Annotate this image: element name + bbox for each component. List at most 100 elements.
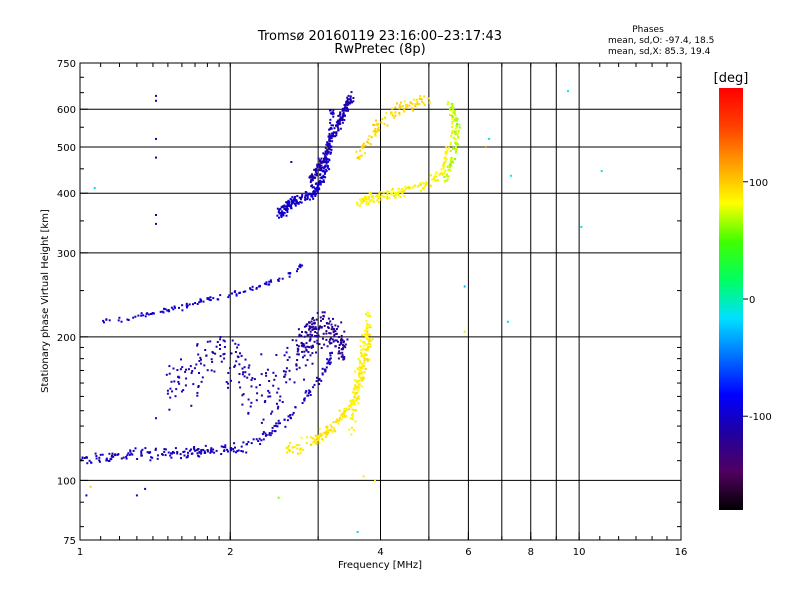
scatter-point bbox=[452, 146, 455, 149]
scatter-point bbox=[321, 176, 324, 179]
scatter-point bbox=[361, 198, 364, 201]
scatter-point bbox=[451, 122, 454, 125]
scatter-point bbox=[314, 176, 317, 179]
scatter-point bbox=[361, 201, 364, 203]
scatter-point bbox=[185, 377, 188, 380]
scatter-point bbox=[322, 432, 325, 435]
scatter-point bbox=[283, 375, 286, 378]
scatter-point bbox=[260, 439, 263, 442]
axis-ticks: 1 2 4 6 8 10 16 75 100 200 300 400 500 600 750 bbox=[57, 59, 687, 558]
scatter-point bbox=[90, 461, 92, 464]
scatter-point bbox=[368, 198, 370, 201]
scatter-point bbox=[318, 383, 321, 385]
scatter-point bbox=[277, 496, 280, 499]
scatter-point bbox=[368, 191, 371, 194]
scatter-point bbox=[288, 378, 291, 381]
scatter-point bbox=[127, 452, 130, 455]
scatter-point bbox=[308, 328, 311, 331]
scatter-point bbox=[358, 157, 361, 160]
scatter-point bbox=[151, 456, 154, 459]
scatter-point bbox=[314, 168, 317, 171]
scatter-point bbox=[325, 169, 328, 172]
scatter-point bbox=[122, 456, 125, 459]
scatter-point bbox=[330, 342, 333, 345]
scatter-point bbox=[198, 455, 201, 458]
scatter-point bbox=[366, 358, 369, 361]
scatter-point bbox=[369, 345, 372, 348]
scatter-point bbox=[324, 431, 326, 434]
scatter-point bbox=[178, 306, 180, 309]
scatter-point bbox=[210, 450, 212, 453]
scatter-point bbox=[318, 442, 321, 445]
scatter-point bbox=[327, 317, 330, 320]
scatter-point bbox=[314, 173, 317, 176]
scatter-point bbox=[325, 338, 328, 341]
scatter-point bbox=[196, 452, 199, 455]
scatter-point bbox=[132, 316, 135, 319]
scatter-point bbox=[312, 197, 315, 200]
scatter-point bbox=[443, 162, 445, 164]
scatter-point bbox=[230, 448, 233, 451]
scatter-point bbox=[358, 383, 361, 386]
scatter-point bbox=[263, 401, 266, 404]
scatter-point bbox=[346, 103, 349, 106]
scatter-point bbox=[443, 175, 446, 178]
scatter-point bbox=[251, 377, 254, 380]
scatter-point bbox=[316, 339, 319, 342]
scatter-point bbox=[311, 317, 314, 320]
scatter-point bbox=[306, 394, 309, 397]
scatter-point bbox=[244, 371, 247, 374]
scatter-point bbox=[337, 114, 340, 117]
scatter-point bbox=[374, 133, 376, 136]
scatter-point bbox=[362, 344, 365, 347]
scatter-point bbox=[309, 335, 312, 338]
scatter-point bbox=[264, 400, 267, 402]
scatter-point bbox=[226, 448, 229, 451]
scatter-point bbox=[304, 196, 307, 199]
scatter-point bbox=[322, 179, 325, 182]
scatter-point bbox=[262, 438, 265, 441]
scatter-point bbox=[329, 332, 332, 335]
scatter-point bbox=[340, 340, 343, 343]
scatter-point bbox=[329, 140, 331, 142]
scatter-point bbox=[174, 447, 177, 450]
scatter-point bbox=[317, 328, 320, 331]
scatter-point bbox=[342, 341, 345, 344]
scatter-point bbox=[332, 115, 335, 118]
scatter-point bbox=[306, 196, 309, 199]
scatter-point bbox=[206, 449, 209, 452]
scatter-point bbox=[355, 399, 358, 402]
scatter-point bbox=[390, 112, 393, 115]
scatter-point bbox=[135, 494, 138, 497]
scatter-point bbox=[292, 411, 295, 414]
scatter-point bbox=[458, 126, 461, 129]
scatter-point bbox=[361, 365, 364, 368]
scatter-point bbox=[314, 191, 317, 194]
scatter-point bbox=[340, 334, 343, 337]
scatter-point bbox=[327, 142, 329, 145]
scatter-point bbox=[334, 324, 337, 327]
scatter-point bbox=[258, 437, 261, 440]
scatter-point bbox=[418, 184, 421, 187]
scatter-point bbox=[324, 368, 327, 371]
y-tick-label: 100 bbox=[57, 476, 76, 487]
scatter-point bbox=[265, 372, 267, 375]
scatter-point bbox=[176, 451, 179, 453]
scatter-point bbox=[423, 95, 426, 98]
scatter-point bbox=[317, 157, 320, 160]
scatter-point bbox=[309, 181, 312, 184]
scatter-point bbox=[364, 348, 367, 351]
scatter-point bbox=[346, 338, 349, 341]
scatter-point bbox=[288, 449, 291, 452]
scatter-point bbox=[230, 447, 233, 450]
scatter-point bbox=[171, 451, 174, 453]
scatter-point bbox=[297, 345, 300, 348]
scatter-point bbox=[306, 436, 309, 439]
scatter-point bbox=[271, 429, 274, 432]
scatter-point bbox=[280, 214, 283, 217]
scatter-point bbox=[322, 318, 324, 320]
scatter-point bbox=[338, 409, 341, 412]
scatter-point bbox=[128, 453, 131, 456]
y-tick-label: 75 bbox=[63, 536, 76, 547]
scatter-point bbox=[310, 174, 313, 177]
